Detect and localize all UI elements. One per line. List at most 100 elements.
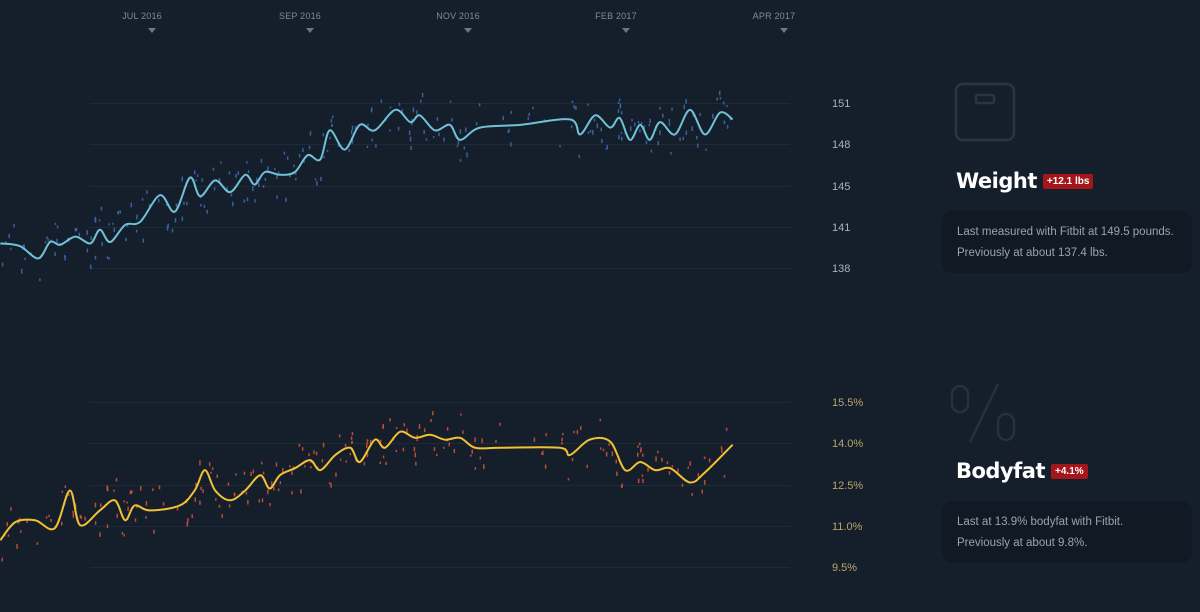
data-point: [363, 462, 366, 466]
data-point: [708, 458, 711, 463]
data-point: [668, 471, 671, 475]
data-point: [438, 132, 440, 137]
data-point: [365, 443, 368, 448]
data-point: [277, 488, 280, 492]
data-point: [232, 201, 234, 207]
data-point: [545, 433, 547, 437]
data-point: [389, 418, 391, 422]
data-point: [462, 430, 464, 434]
x-axis: JUL 2016 SEP 2016 NOV 2016 FEB 2017 APR 2017: [122, 11, 795, 33]
data-point: [39, 278, 41, 282]
data-point: [423, 428, 426, 433]
data-point: [657, 141, 660, 146]
data-point: [696, 135, 698, 140]
data-point: [258, 183, 260, 187]
data-point: [129, 491, 132, 495]
data-point: [115, 477, 118, 482]
data-point: [459, 129, 462, 134]
data-point: [699, 112, 701, 117]
y-tick-label: 15.5%: [832, 397, 863, 409]
data-point: [308, 453, 310, 456]
data-point: [274, 167, 276, 171]
x-tick-marker-icon: [780, 28, 788, 33]
data-point: [716, 97, 718, 101]
bodyfat-trend-line: [0, 430, 734, 541]
data-point: [262, 185, 265, 188]
data-point: [430, 419, 432, 422]
y-tick-label: 148: [832, 139, 850, 151]
data-point: [243, 199, 246, 203]
bodyfat-change-badge: +4.1%: [1051, 463, 1088, 479]
data-point: [414, 452, 417, 458]
data-point: [618, 98, 621, 102]
data-point: [421, 92, 424, 98]
data-point: [587, 103, 589, 106]
data-point: [153, 529, 155, 534]
data-point: [246, 197, 249, 202]
bodyfat-info-card: Last at 13.9% bodyfat with Fitbit. Previ…: [942, 501, 1192, 563]
data-point: [186, 201, 188, 206]
data-point: [86, 248, 89, 253]
data-point: [145, 515, 147, 519]
data-point: [101, 241, 103, 247]
data-point: [140, 486, 142, 491]
data-point: [152, 488, 154, 491]
data-point: [276, 195, 278, 199]
data-point: [471, 449, 473, 454]
data-point: [313, 450, 315, 454]
data-point: [542, 450, 544, 456]
data-point: [218, 504, 221, 508]
data-point: [631, 118, 633, 122]
bodyfat-panel: Bodyfat +4.1% Last at 13.9% bodyfat with…: [942, 380, 1192, 563]
data-point: [671, 107, 673, 111]
data-point: [668, 118, 671, 122]
data-point: [276, 175, 278, 180]
data-point: [228, 171, 231, 175]
data-point: [228, 504, 231, 508]
data-point: [213, 187, 216, 191]
data-point: [46, 236, 48, 239]
data-point: [443, 446, 445, 449]
data-point: [723, 475, 726, 478]
data-point: [200, 486, 202, 491]
data-point: [127, 506, 129, 512]
data-point: [670, 151, 672, 155]
data-point: [233, 492, 236, 495]
data-point: [158, 199, 160, 203]
data-point: [24, 257, 26, 261]
data-point: [586, 464, 589, 469]
data-point: [247, 499, 249, 505]
x-tick-marker-icon: [148, 28, 156, 33]
data-point: [605, 451, 608, 457]
data-point: [411, 118, 413, 123]
data-point: [453, 448, 456, 454]
data-point: [218, 179, 221, 183]
data-point: [303, 160, 305, 163]
data-point: [199, 196, 202, 199]
data-point: [116, 513, 118, 518]
data-point: [679, 137, 681, 142]
data-point: [703, 456, 706, 460]
data-point: [221, 514, 223, 518]
data-point: [599, 447, 602, 450]
data-point: [203, 204, 206, 208]
data-point: [19, 530, 22, 533]
weight-title: Weight: [956, 169, 1037, 193]
data-point: [78, 232, 81, 237]
data-point: [200, 204, 202, 207]
data-point: [176, 507, 179, 511]
data-point: [68, 493, 70, 497]
x-tick-label: SEP 2016: [279, 11, 321, 21]
data-point: [683, 104, 685, 110]
data-point: [106, 524, 109, 529]
data-point: [351, 138, 354, 144]
data-point: [685, 99, 687, 104]
data-point: [295, 177, 297, 181]
data-point: [322, 133, 325, 137]
data-point: [650, 149, 653, 153]
data-point: [592, 130, 594, 135]
data-point: [413, 446, 416, 452]
data-point: [174, 218, 177, 223]
data-point: [697, 143, 699, 148]
data-point: [671, 465, 674, 468]
